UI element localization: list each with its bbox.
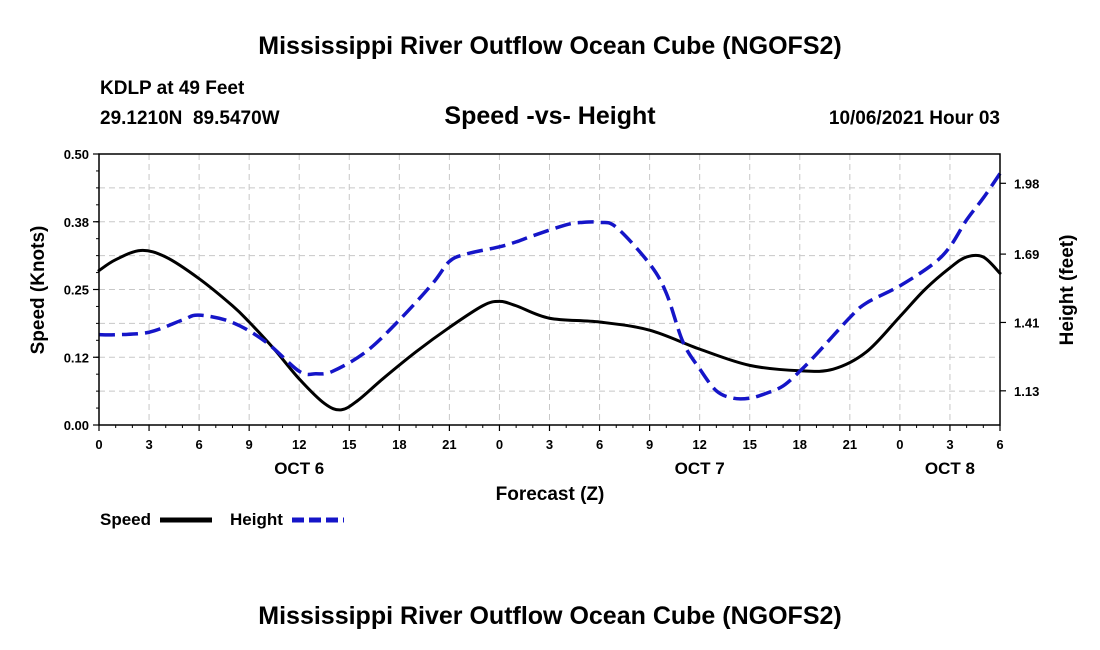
y-tick-label: 0.25 <box>64 283 89 298</box>
x-tick-label: 9 <box>646 437 653 452</box>
legend-speed-label: Speed <box>100 510 151 529</box>
y-axis-label: Speed (Knots) <box>28 226 49 355</box>
x-tick-label: 21 <box>843 437 857 452</box>
y2-tick-label: 1.98 <box>1014 176 1039 191</box>
x-tick-label: 6 <box>195 437 202 452</box>
series-line-speed <box>97 248 1002 412</box>
x-tick-label: 6 <box>996 437 1003 452</box>
x-axis-label: Forecast (Z) <box>496 484 605 505</box>
y-axis-right: 1.13 1.41 1.69 1.98 <box>1000 176 1039 399</box>
station-label: KDLP at 49 Feet <box>100 78 245 99</box>
location-label: 29.1210N 89.5470W <box>100 108 280 129</box>
grid-lines <box>99 154 1000 425</box>
x-tick-label: 0 <box>896 437 903 452</box>
x-tick-label: 18 <box>793 437 807 452</box>
y-tick-label: 0.50 <box>64 147 89 162</box>
x-tick-label: 6 <box>596 437 603 452</box>
legend: Speed Height <box>100 510 344 529</box>
day-label: OCT 6 <box>274 459 324 478</box>
series-line-height <box>98 172 1002 401</box>
x-tick-label: 0 <box>496 437 503 452</box>
y2-axis-label: Height (feet) <box>1057 235 1078 346</box>
x-tick-label: 3 <box>145 437 152 452</box>
y2-tick-label: 1.69 <box>1014 247 1039 262</box>
x-tick-label: 18 <box>392 437 406 452</box>
x-tick-label: 3 <box>946 437 953 452</box>
x-axis: 0 3 6 9 12 15 18 21 0 3 6 9 12 15 18 21 0 3 6 OCT 6 OCT 7 OCT… <box>95 425 1004 478</box>
chart-subtitle: Speed -vs- Height <box>444 102 656 130</box>
x-tick-label: 9 <box>246 437 253 452</box>
x-tick-label: 15 <box>742 437 756 452</box>
datetime-label: 10/06/2021 Hour 03 <box>829 108 1000 129</box>
legend-height-label: Height <box>230 510 283 529</box>
day-label: OCT 7 <box>675 459 725 478</box>
y-axis-left: 0.00 0.12 0.25 0.38 0.50 <box>64 147 99 433</box>
x-tick-label: 3 <box>546 437 553 452</box>
y-tick-label: 0.00 <box>64 418 89 433</box>
chart-title: Mississippi River Outflow Ocean Cube (NG… <box>258 32 841 60</box>
x-tick-label: 21 <box>442 437 456 452</box>
y-tick-label: 0.12 <box>64 350 89 365</box>
y2-tick-label: 1.13 <box>1014 384 1039 399</box>
series-lines <box>97 172 1002 412</box>
y-tick-label: 0.38 <box>64 215 89 230</box>
y2-tick-label: 1.41 <box>1014 315 1039 330</box>
x-tick-label: 15 <box>342 437 356 452</box>
x-tick-label: 0 <box>95 437 102 452</box>
x-tick-label: 12 <box>692 437 706 452</box>
footer-title: Mississippi River Outflow Ocean Cube (NG… <box>258 602 841 630</box>
day-label: OCT 8 <box>925 459 975 478</box>
x-tick-label: 12 <box>292 437 306 452</box>
